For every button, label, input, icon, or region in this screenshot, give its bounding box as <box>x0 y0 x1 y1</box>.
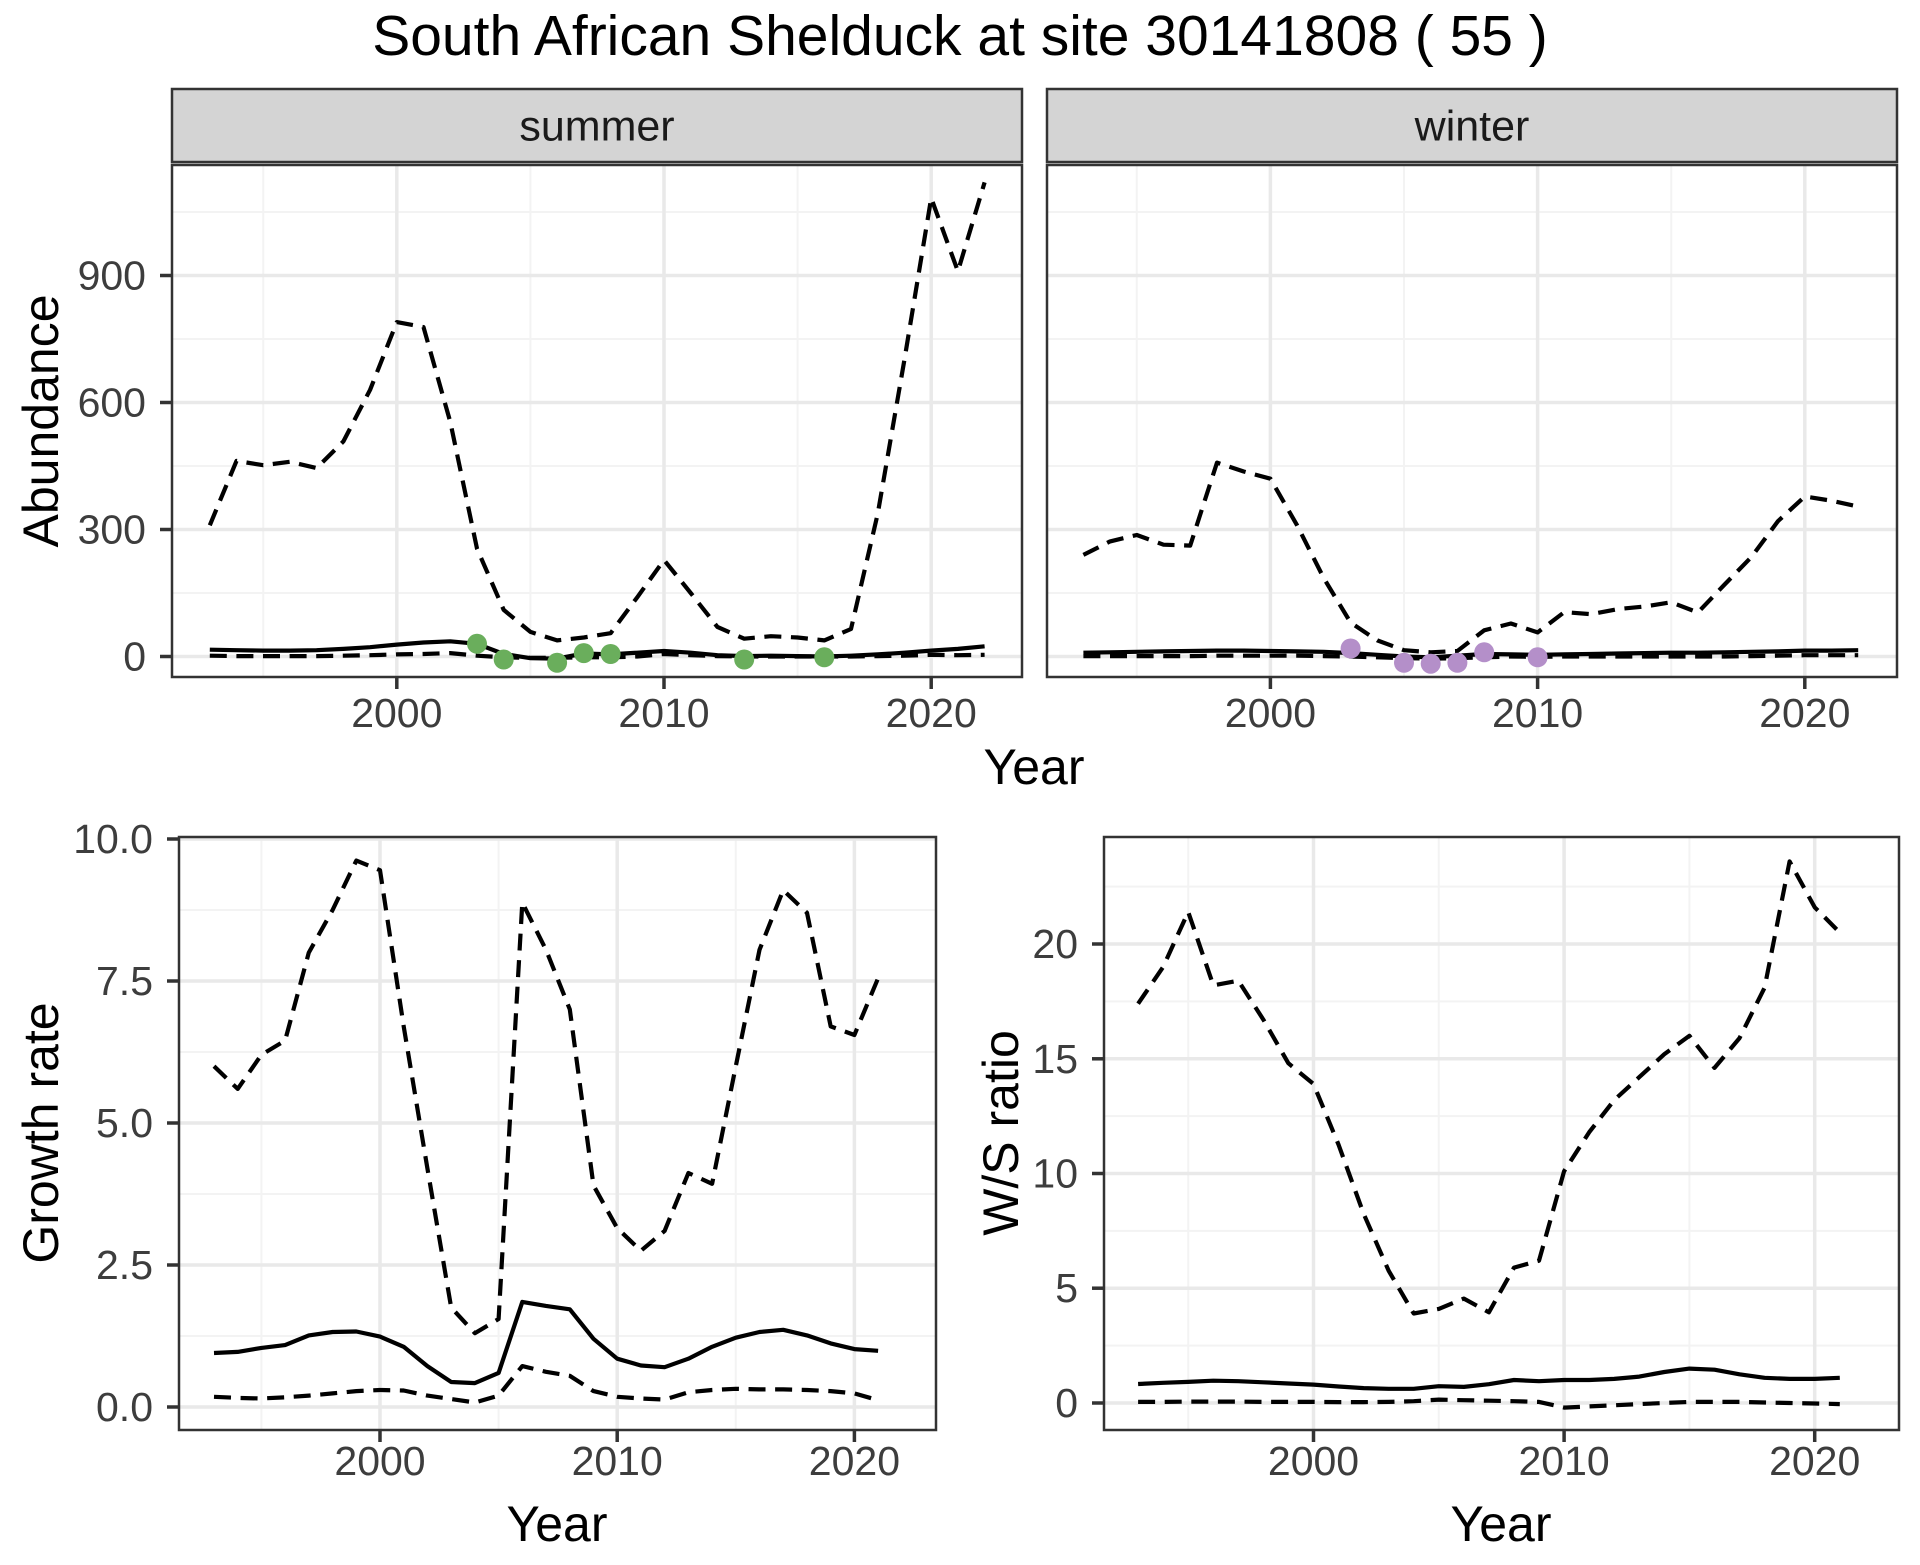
svg-text:South African Shelduck at site: South African Shelduck at site 30141808 … <box>372 4 1548 68</box>
svg-text:15: 15 <box>1032 1036 1078 1082</box>
svg-text:2020: 2020 <box>1769 1438 1860 1484</box>
svg-text:10.0: 10.0 <box>73 816 153 862</box>
svg-text:W/S ratio: W/S ratio <box>973 1030 1029 1236</box>
svg-text:5.0: 5.0 <box>96 1100 153 1146</box>
svg-text:2000: 2000 <box>351 690 442 736</box>
svg-text:2000: 2000 <box>334 1438 425 1484</box>
svg-text:summer: summer <box>519 103 674 151</box>
svg-text:0: 0 <box>1055 1380 1078 1426</box>
svg-text:2020: 2020 <box>809 1438 900 1484</box>
svg-text:0: 0 <box>123 634 146 680</box>
svg-text:2020: 2020 <box>886 690 977 736</box>
svg-text:10: 10 <box>1032 1151 1078 1197</box>
svg-text:2020: 2020 <box>1759 690 1850 736</box>
svg-text:Year: Year <box>1450 1496 1551 1552</box>
svg-text:Abundance: Abundance <box>13 294 69 547</box>
svg-text:2000: 2000 <box>1268 1438 1359 1484</box>
svg-text:7.5: 7.5 <box>96 958 153 1004</box>
svg-text:2010: 2010 <box>618 690 709 736</box>
svg-text:2010: 2010 <box>572 1438 663 1484</box>
svg-text:0.0: 0.0 <box>96 1384 153 1430</box>
svg-text:300: 300 <box>78 507 146 553</box>
svg-text:600: 600 <box>78 380 146 426</box>
svg-text:20: 20 <box>1032 921 1078 967</box>
svg-text:Year: Year <box>983 739 1084 795</box>
svg-text:900: 900 <box>78 253 146 299</box>
svg-text:2.5: 2.5 <box>96 1242 153 1288</box>
svg-text:2010: 2010 <box>1518 1438 1609 1484</box>
svg-text:2000: 2000 <box>1225 690 1316 736</box>
svg-text:Growth rate: Growth rate <box>13 1002 69 1263</box>
svg-text:winter: winter <box>1414 103 1530 151</box>
svg-text:5: 5 <box>1055 1265 1078 1311</box>
svg-text:2010: 2010 <box>1492 690 1583 736</box>
svg-text:Year: Year <box>506 1496 607 1552</box>
